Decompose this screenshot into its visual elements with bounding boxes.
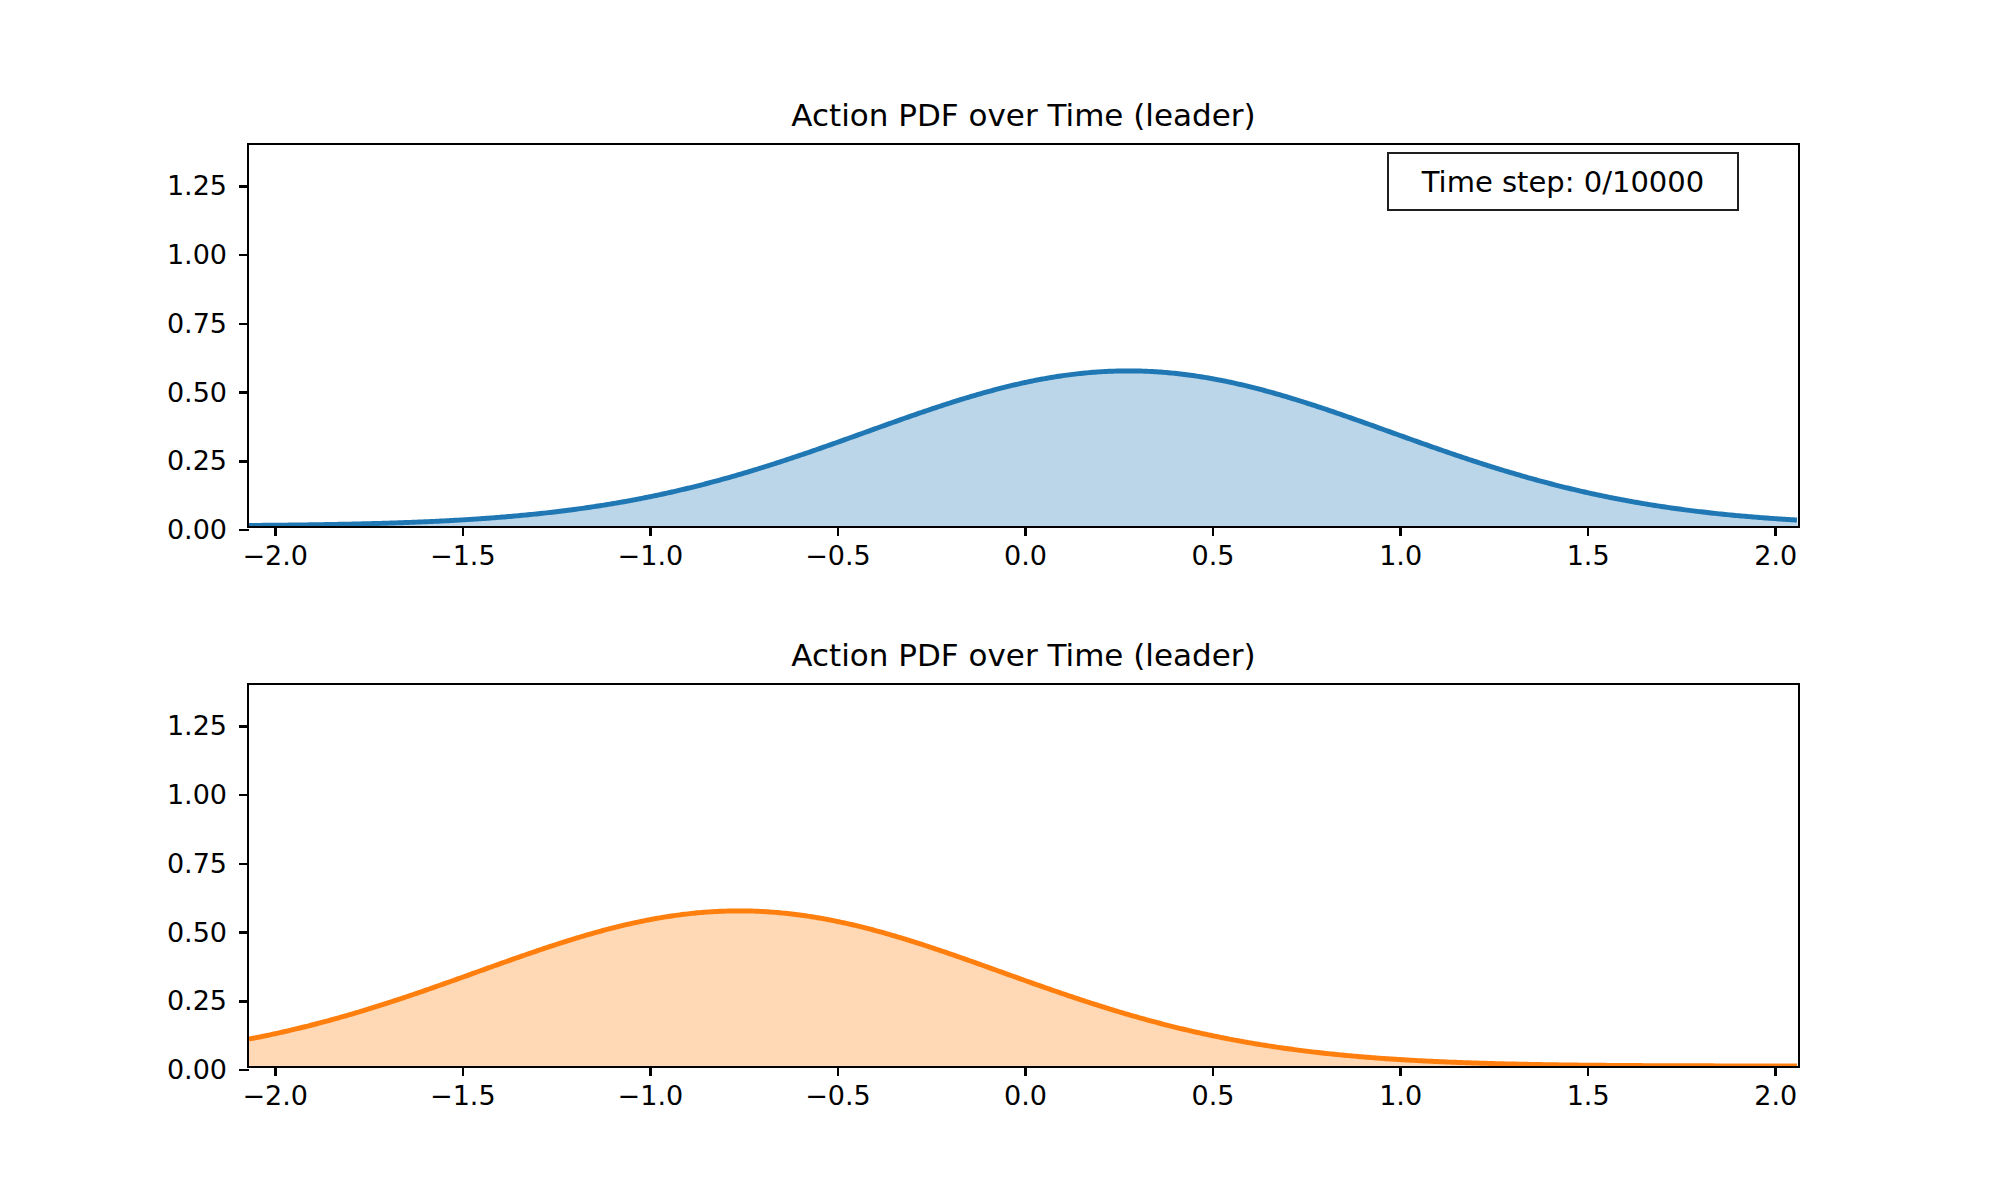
x-tick-label: 0.5: [1192, 540, 1235, 572]
matplotlib-figure: Action PDF over Time (leader) Time step:…: [0, 0, 2000, 1200]
plot-area-top: Action PDF over Time (leader) Time step:…: [247, 143, 1800, 528]
y-tick: [239, 460, 249, 463]
x-tick: [837, 526, 840, 536]
x-tick: [649, 526, 652, 536]
x-tick-label: 2.0: [1754, 1080, 1797, 1112]
x-tick: [649, 1066, 652, 1076]
x-tick-label: −1.0: [618, 1080, 684, 1112]
plot-title-bottom: Action PDF over Time (leader): [249, 635, 1798, 675]
x-tick-label: 0.0: [1004, 1080, 1047, 1112]
x-tick-label: −1.5: [430, 1080, 496, 1112]
x-tick-label: −1.5: [430, 540, 496, 572]
y-tick: [239, 323, 249, 326]
x-tick-label: 0.5: [1192, 1080, 1235, 1112]
x-tick-label: 1.5: [1567, 1080, 1610, 1112]
x-tick-label: −1.0: [618, 540, 684, 572]
x-tick: [1024, 526, 1027, 536]
x-tick-label: −0.5: [805, 540, 871, 572]
y-tick-label: 0.25: [167, 445, 227, 477]
y-tick-label: 0.50: [167, 377, 227, 409]
y-tick: [239, 725, 249, 728]
pdf-curve-orange: [249, 685, 1798, 1066]
y-tick: [239, 863, 249, 866]
x-tick: [1587, 1066, 1590, 1076]
pdf-fill-area: [249, 371, 1798, 526]
y-tick-label: 1.25: [167, 170, 227, 202]
x-tick: [1774, 1066, 1777, 1076]
x-tick: [274, 1066, 277, 1076]
y-tick: [239, 794, 249, 797]
y-tick: [239, 931, 249, 934]
x-tick: [837, 1066, 840, 1076]
plot-area-bottom: Action PDF over Time (leader) −2.0−1.5−1…: [247, 683, 1800, 1068]
x-tick: [1024, 1066, 1027, 1076]
x-tick: [1212, 1066, 1215, 1076]
plot-title-top: Action PDF over Time (leader): [249, 95, 1798, 135]
y-tick-label: 1.00: [167, 779, 227, 811]
y-tick-label: 1.25: [167, 710, 227, 742]
x-tick-label: 0.0: [1004, 540, 1047, 572]
x-tick-label: −2.0: [242, 1080, 308, 1112]
y-tick: [239, 254, 249, 257]
y-tick: [239, 185, 249, 188]
y-tick: [239, 1000, 249, 1003]
x-tick-label: −2.0: [242, 540, 308, 572]
x-tick: [462, 1066, 465, 1076]
y-tick-label: 0.25: [167, 985, 227, 1017]
y-tick-label: 0.75: [167, 848, 227, 880]
x-tick: [1399, 1066, 1402, 1076]
y-tick: [239, 1069, 249, 1072]
y-tick-label: 0.50: [167, 917, 227, 949]
x-tick: [462, 526, 465, 536]
x-tick: [1399, 526, 1402, 536]
x-tick-label: 2.0: [1754, 540, 1797, 572]
x-tick-label: 1.0: [1379, 540, 1422, 572]
time-step-label: Time step: 0/10000: [1422, 165, 1704, 199]
x-tick: [1212, 526, 1215, 536]
x-tick-label: 1.0: [1379, 1080, 1422, 1112]
y-tick-label: 0.00: [167, 1054, 227, 1086]
y-tick-label: 0.00: [167, 514, 227, 546]
x-tick-label: 1.5: [1567, 540, 1610, 572]
y-tick: [239, 529, 249, 532]
y-tick: [239, 391, 249, 394]
x-tick-label: −0.5: [805, 1080, 871, 1112]
y-tick-label: 0.75: [167, 308, 227, 340]
y-tick-label: 1.00: [167, 239, 227, 271]
x-tick: [274, 526, 277, 536]
x-tick: [1587, 526, 1590, 536]
x-tick: [1774, 526, 1777, 536]
pdf-fill-area: [249, 911, 1798, 1066]
time-step-annotation-box: Time step: 0/10000: [1387, 152, 1739, 211]
